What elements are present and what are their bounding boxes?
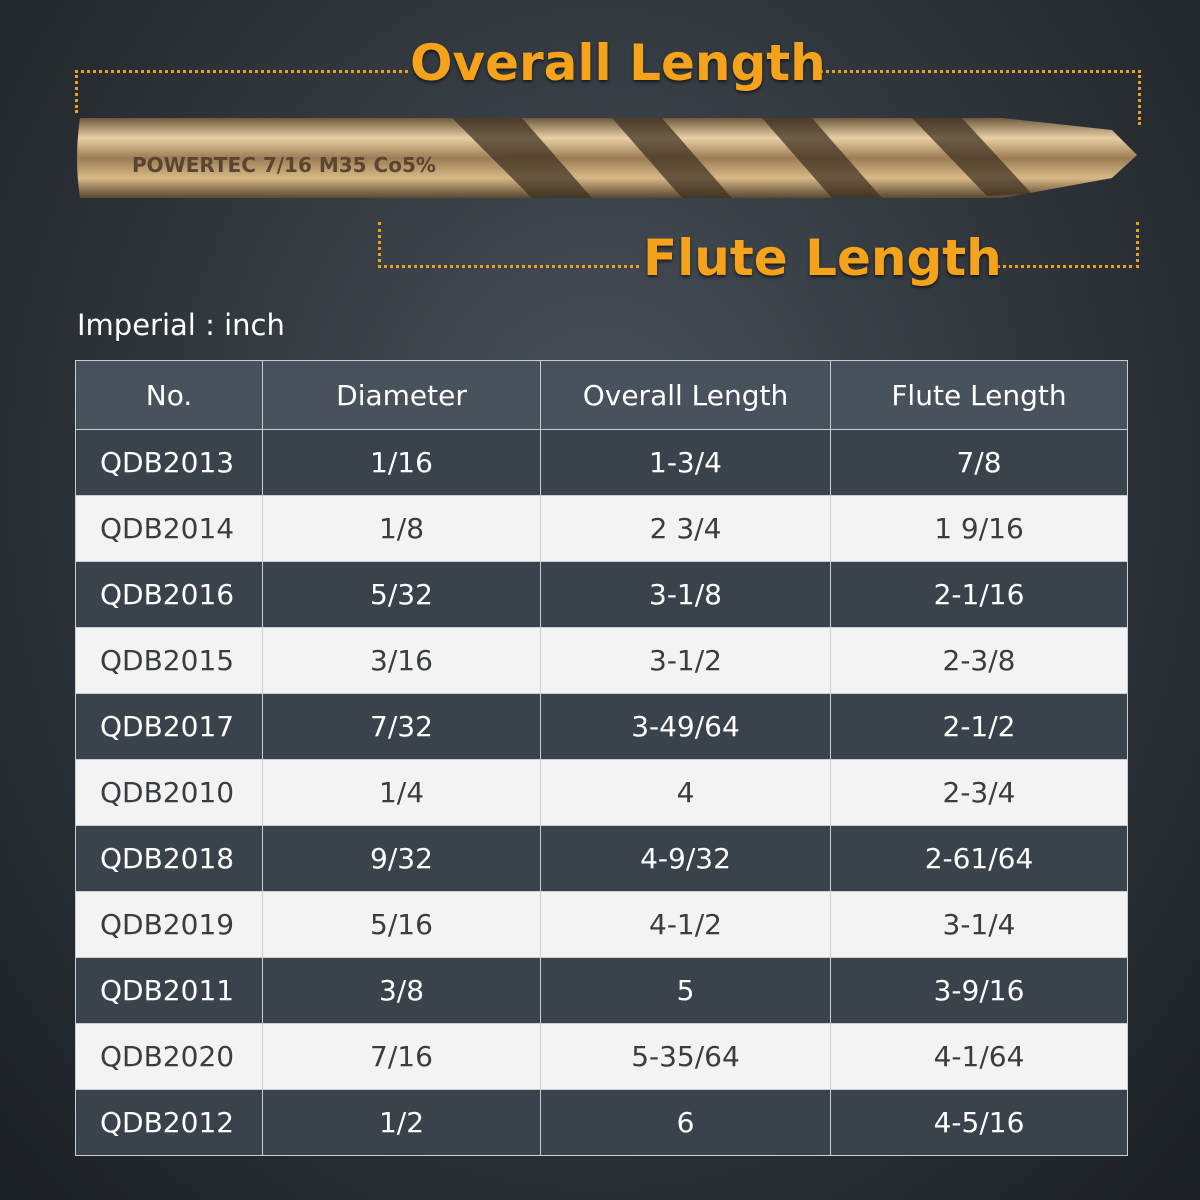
overall-length-cell: 1-3/4 — [540, 429, 831, 496]
part-number-cell: QDB2017 — [75, 693, 263, 760]
overall-length-cell: 3-1/2 — [540, 627, 831, 694]
flute-length-dim-right — [990, 222, 1139, 268]
table-row: QDB2010 1/4 4 2-3/4 — [75, 759, 1128, 826]
diameter-cell: 5/32 — [262, 561, 541, 628]
diameter-cell: 1/4 — [262, 759, 541, 826]
column-header: Overall Length — [540, 360, 831, 430]
overall-length-cell: 2 3/4 — [540, 495, 831, 562]
overall-length-cell: 6 — [540, 1089, 831, 1156]
table-row: QDB2013 1/16 1-3/4 7/8 — [75, 429, 1128, 496]
table-header-row: No. Diameter Overall Length Flute Length — [75, 360, 1128, 430]
part-number-cell: QDB2014 — [75, 495, 263, 562]
unit-label: Imperial : inch — [77, 308, 285, 342]
flute-length-cell: 2-1/16 — [830, 561, 1128, 628]
part-number-cell: QDB2012 — [75, 1089, 263, 1156]
overall-length-title: Overall Length — [410, 34, 826, 92]
flute-length-cell: 3-9/16 — [830, 957, 1128, 1024]
flute-length-cell: 1 9/16 — [830, 495, 1128, 562]
diameter-cell: 1/16 — [262, 429, 541, 496]
flute-length-dim-left — [378, 222, 639, 268]
table-row: QDB2020 7/16 5-35/64 4-1/64 — [75, 1023, 1128, 1090]
overall-length-cell: 4 — [540, 759, 831, 826]
part-number-cell: QDB2015 — [75, 627, 263, 694]
column-header: Flute Length — [830, 360, 1128, 430]
table-row: QDB2011 3/8 5 3-9/16 — [75, 957, 1128, 1024]
flute-length-cell: 2-3/4 — [830, 759, 1128, 826]
diameter-cell: 9/32 — [262, 825, 541, 892]
diameter-cell: 5/16 — [262, 891, 541, 958]
overall-length-cell: 4-1/2 — [540, 891, 831, 958]
flute-length-cell: 2-1/2 — [830, 693, 1128, 760]
diameter-cell: 1/2 — [262, 1089, 541, 1156]
table-row: QDB2017 7/32 3-49/64 2-1/2 — [75, 693, 1128, 760]
overall-length-cell: 3-1/8 — [540, 561, 831, 628]
drill-bit-image: POWERTEC 7/16 M35 Co5% — [77, 118, 1137, 198]
table-row: QDB2018 9/32 4-9/32 2-61/64 — [75, 825, 1128, 892]
diameter-cell: 7/16 — [262, 1023, 541, 1090]
drill-marking: POWERTEC 7/16 M35 Co5% — [132, 153, 436, 177]
diameter-cell: 3/8 — [262, 957, 541, 1024]
column-header: Diameter — [262, 360, 541, 430]
part-number-cell: QDB2013 — [75, 429, 263, 496]
table-row: QDB2016 5/32 3-1/8 2-1/16 — [75, 561, 1128, 628]
overall-length-cell: 5-35/64 — [540, 1023, 831, 1090]
column-header: No. — [75, 360, 263, 430]
flute-length-cell: 2-3/8 — [830, 627, 1128, 694]
part-number-cell: QDB2018 — [75, 825, 263, 892]
overall-length-cell: 4-9/32 — [540, 825, 831, 892]
part-number-cell: QDB2011 — [75, 957, 263, 1024]
table-row: QDB2019 5/16 4-1/2 3-1/4 — [75, 891, 1128, 958]
table-row: QDB2014 1/8 2 3/4 1 9/16 — [75, 495, 1128, 562]
flute-length-cell: 3-1/4 — [830, 891, 1128, 958]
flute-length-cell: 2-61/64 — [830, 825, 1128, 892]
table-row: QDB2015 3/16 3-1/2 2-3/8 — [75, 627, 1128, 694]
part-number-cell: QDB2010 — [75, 759, 263, 826]
part-number-cell: QDB2020 — [75, 1023, 263, 1090]
overall-length-dim-right — [820, 70, 1141, 125]
overall-length-cell: 3-49/64 — [540, 693, 831, 760]
table-row: QDB2012 1/2 6 4-5/16 — [75, 1089, 1128, 1156]
diameter-cell: 3/16 — [262, 627, 541, 694]
diameter-cell: 7/32 — [262, 693, 541, 760]
flute-length-title: Flute Length — [643, 229, 1002, 287]
part-number-cell: QDB2019 — [75, 891, 263, 958]
overall-length-dim-left — [75, 70, 408, 113]
part-number-cell: QDB2016 — [75, 561, 263, 628]
flute-length-cell: 4-1/64 — [830, 1023, 1128, 1090]
flute-length-cell: 4-5/16 — [830, 1089, 1128, 1156]
spec-table: No. Diameter Overall Length Flute Length… — [75, 360, 1128, 1156]
flute-length-cell: 7/8 — [830, 429, 1128, 496]
diameter-cell: 1/8 — [262, 495, 541, 562]
overall-length-cell: 5 — [540, 957, 831, 1024]
